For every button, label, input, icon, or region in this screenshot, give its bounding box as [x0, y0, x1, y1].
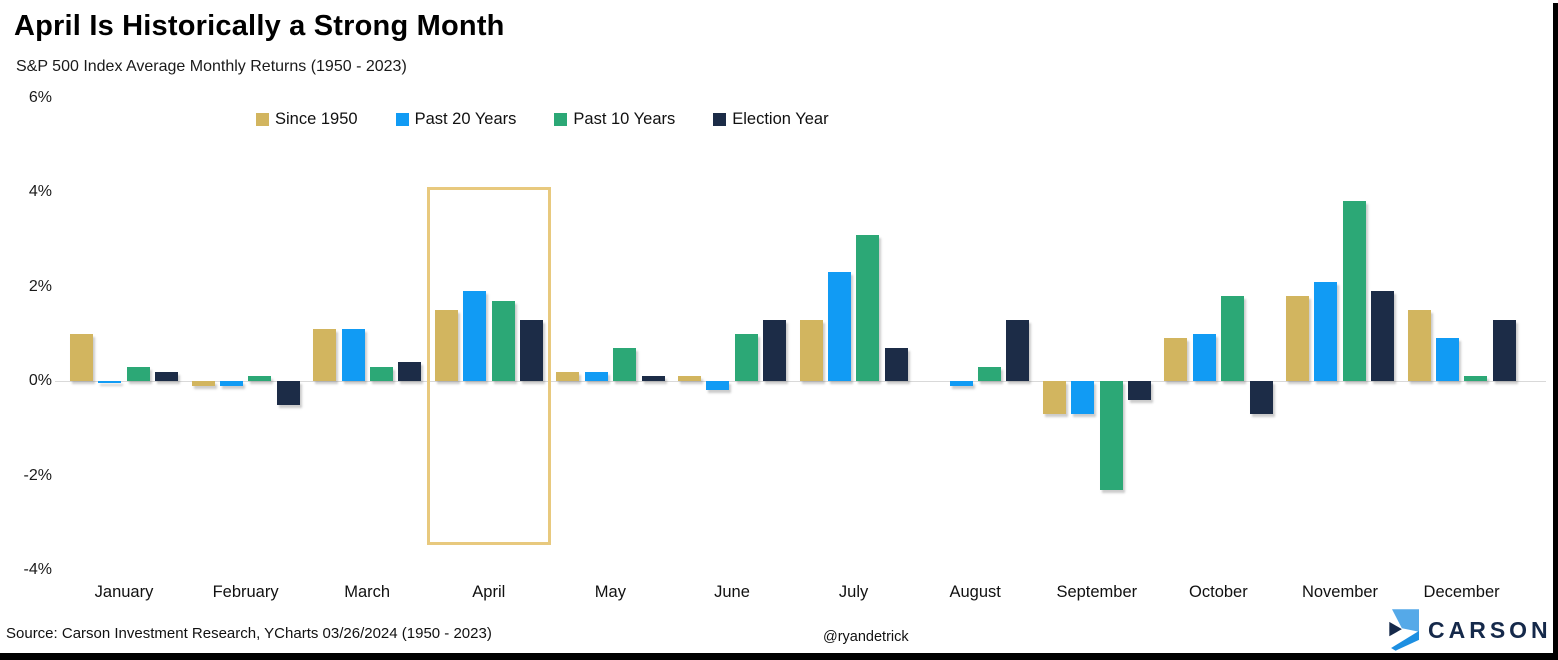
bar-march-past-10-years: [369, 366, 393, 381]
bar-may-since-1950: [556, 371, 580, 381]
bar-december-since-1950: [1407, 310, 1431, 381]
legend-label: Since 1950: [275, 110, 358, 128]
bar-january-past-10-years: [126, 366, 150, 381]
x-axis-label-march: March: [344, 583, 391, 601]
bar-may-past-10-years: [613, 347, 637, 381]
legend-swatch-icon: [256, 113, 269, 126]
bar-november-past-20-years: [1314, 281, 1338, 381]
bar-july-election-year: [884, 347, 908, 381]
bar-april-election-year: [519, 319, 543, 381]
bar-july-past-20-years: [827, 272, 851, 381]
bar-december-past-10-years: [1464, 376, 1488, 381]
bar-september-past-20-years: [1071, 381, 1095, 415]
bar-january-election-year: [155, 371, 179, 381]
bar-june-since-1950: [677, 376, 701, 381]
legend-label: Election Year: [732, 110, 829, 128]
carson-logo: CARSON: [1383, 608, 1552, 652]
bar-april-since-1950: [434, 310, 458, 381]
legend: Since 1950 Past 20 Years Past 10 Years Elec…: [256, 110, 829, 129]
bar-september-election-year: [1127, 381, 1151, 400]
legend-item-since-1950: Since 1950: [256, 110, 358, 129]
bar-march-since-1950: [313, 329, 337, 381]
carson-logo-icon: [1389, 609, 1419, 651]
bar-march-past-20-years: [341, 329, 365, 381]
zero-gridline: [55, 381, 1546, 382]
bar-july-past-10-years: [856, 234, 880, 381]
bar-june-election-year: [763, 319, 787, 381]
bar-february-past-10-years: [248, 376, 272, 381]
bar-january-past-20-years: [98, 381, 122, 384]
bar-october-since-1950: [1164, 338, 1188, 381]
bar-march-election-year: [398, 362, 422, 381]
legend-label: Past 10 Years: [573, 110, 676, 128]
twitter-handle: @ryandetrick: [823, 629, 909, 645]
x-axis-label-september: September: [1056, 583, 1138, 601]
bar-may-election-year: [641, 376, 665, 381]
y-axis-tick-6pct: 6%: [28, 88, 52, 106]
bar-july-since-1950: [799, 319, 823, 381]
bar-april-past-20-years: [463, 291, 487, 381]
bar-august-past-10-years: [977, 366, 1001, 381]
bottom-edge-bar: [0, 653, 1558, 660]
bar-june-past-20-years: [706, 381, 730, 391]
bar-december-past-20-years: [1435, 338, 1459, 381]
x-axis-label-january: January: [94, 583, 154, 601]
bar-september-past-10-years: [1099, 381, 1123, 490]
x-axis-label-may: May: [594, 583, 626, 601]
bar-january-since-1950: [69, 333, 93, 381]
y-axis-tick-neg-4pct: -4%: [23, 561, 52, 578]
bar-december-election-year: [1492, 319, 1516, 381]
legend-swatch-icon: [395, 113, 409, 126]
bar-september-since-1950: [1042, 381, 1066, 415]
bar-february-election-year: [276, 381, 300, 405]
legend-swatch-icon: [713, 113, 727, 126]
x-axis-label-november: November: [1301, 583, 1379, 601]
x-axis-label-october: October: [1189, 583, 1248, 601]
bar-november-election-year: [1371, 291, 1395, 381]
source-note: Source: Carson Investment Research, YCha…: [6, 625, 492, 642]
chart-subtitle: S&P 500 Index Average Monthly Returns (1…: [16, 58, 407, 75]
x-axis-label-december: December: [1423, 583, 1500, 601]
y-axis-tick-neg-2pct: -2%: [23, 466, 52, 484]
x-axis-label-august: August: [949, 583, 1001, 601]
bar-may-past-20-years: [584, 371, 608, 381]
bar-october-past-10-years: [1221, 295, 1245, 381]
x-axis-label-april: April: [472, 583, 506, 601]
bar-october-past-20-years: [1192, 333, 1216, 381]
bar-october-election-year: [1249, 381, 1273, 415]
legend-swatch-icon: [554, 113, 568, 126]
bar-june-past-10-years: [734, 333, 758, 381]
carson-logo-text: CARSON: [1428, 616, 1552, 643]
legend-item-past-20-years: Past 20 Years: [395, 110, 517, 129]
right-edge-bar: [1553, 3, 1558, 660]
april-highlight-box: [426, 187, 551, 545]
bar-april-past-10-years: [491, 300, 515, 381]
bar-august-past-20-years: [949, 381, 973, 386]
x-axis-label-july: July: [838, 583, 869, 601]
y-axis-tick-0pct: 0%: [28, 372, 52, 389]
y-axis-tick-2pct: 2%: [28, 277, 52, 295]
chart-title: April Is Historically a Strong Month: [14, 10, 505, 42]
x-axis-label-june: June: [714, 583, 750, 601]
legend-item-election-year: Election Year: [713, 110, 829, 129]
bar-november-past-10-years: [1342, 201, 1366, 381]
y-axis-tick-4pct: 4%: [28, 183, 52, 200]
legend-label: Past 20 Years: [414, 110, 517, 128]
bar-august-election-year: [1006, 319, 1030, 381]
bar-february-past-20-years: [219, 381, 243, 386]
bar-february-since-1950: [191, 381, 215, 386]
bar-november-since-1950: [1285, 295, 1309, 381]
x-axis-label-february: February: [212, 583, 279, 601]
legend-item-past-10-years: Past 10 Years: [554, 110, 675, 129]
